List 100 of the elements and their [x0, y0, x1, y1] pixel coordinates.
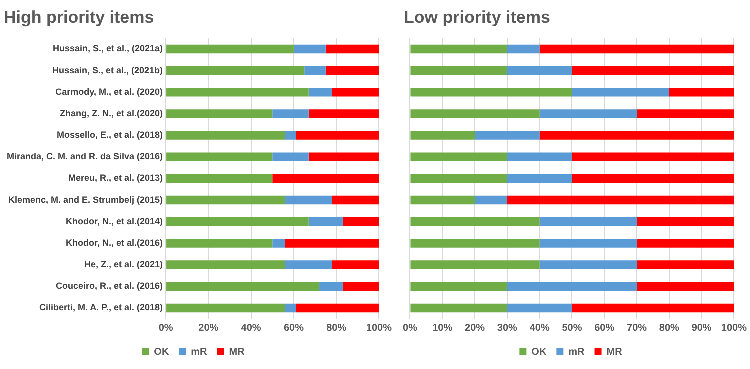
bar — [507, 174, 572, 184]
bar — [166, 44, 294, 54]
bar — [342, 218, 380, 226]
bar — [166, 131, 286, 140]
bar — [507, 44, 540, 54]
y-tick-label: Miranda, C. M. and R. da Silva (2016) — [6, 152, 164, 162]
bar — [166, 152, 273, 162]
bar — [166, 239, 273, 248]
x-tick-label: 80% — [659, 322, 680, 334]
bar — [308, 152, 380, 162]
y-tick-label: Carmody, M., et al. (2020) — [56, 86, 164, 97]
bar — [308, 110, 380, 118]
bar — [572, 152, 734, 162]
bar — [540, 110, 638, 118]
bar — [285, 260, 332, 270]
y-tick-label: Couceiro, R., et al. (2016) — [56, 281, 164, 292]
bar — [166, 66, 305, 76]
x-tick-label: 100% — [366, 322, 392, 334]
x-tick-label: 10% — [432, 322, 453, 334]
bar — [637, 239, 734, 248]
bar — [304, 66, 326, 76]
bar — [637, 260, 734, 270]
bar — [410, 110, 540, 118]
bar — [475, 196, 508, 205]
bar — [572, 174, 734, 184]
bar — [410, 260, 540, 270]
bar — [166, 88, 309, 97]
bar — [326, 66, 380, 76]
x-tick-label: 40% — [530, 322, 550, 334]
legend-label: OK — [154, 346, 170, 358]
x-tick-label: 100% — [721, 322, 748, 334]
y-tick-label: Klemenc, M. and E. Strumbelj (2015) — [8, 194, 164, 205]
x-tick-label: 20% — [198, 322, 219, 334]
bar — [572, 88, 670, 97]
bar — [410, 196, 476, 205]
bar — [272, 174, 380, 184]
y-tick-label: Mereu, R., et al. (2013) — [68, 173, 164, 184]
bar — [272, 152, 309, 162]
bar — [669, 88, 734, 97]
bar — [540, 131, 734, 140]
chart-title: High priority items — [4, 8, 154, 27]
x-tick-label: 0% — [403, 322, 418, 334]
bar — [507, 282, 638, 291]
bar — [410, 131, 476, 140]
y-tick-label: Khodor, N., et al.(2014) — [66, 216, 164, 226]
bar — [285, 131, 296, 140]
bar — [572, 66, 734, 76]
bar — [166, 304, 286, 313]
x-tick-label: 20% — [465, 322, 486, 334]
legend-label: mR — [191, 346, 208, 358]
x-tick-label: 90% — [692, 322, 712, 334]
x-tick-label: 40% — [241, 322, 262, 334]
bar — [475, 131, 540, 140]
bar — [637, 218, 734, 226]
bar — [332, 88, 380, 97]
bar — [410, 282, 508, 291]
x-tick-label: 50% — [562, 322, 582, 334]
bar — [507, 66, 572, 76]
bar — [166, 110, 273, 118]
bar — [410, 304, 508, 313]
bar — [410, 66, 508, 76]
bar — [272, 110, 309, 118]
bar — [296, 304, 380, 313]
x-tick-label: 0% — [158, 322, 174, 334]
x-tick-label: 60% — [594, 322, 615, 334]
bar — [637, 110, 734, 118]
bar — [342, 282, 380, 291]
bar — [507, 196, 734, 205]
y-tick-label: He, Z., et al. (2021) — [84, 260, 164, 270]
bar — [326, 44, 380, 54]
legend-label: MR — [229, 346, 246, 358]
bar — [166, 282, 320, 291]
x-tick-label: 80% — [326, 322, 347, 334]
x-tick-label: 70% — [627, 322, 648, 334]
bar — [285, 196, 332, 205]
bar — [332, 260, 380, 270]
bar — [637, 282, 734, 291]
y-tick-label: Hussain, S., et al., (2021a) — [52, 44, 164, 54]
bar — [507, 152, 572, 162]
bar — [410, 152, 508, 162]
bar — [572, 304, 734, 313]
bar — [308, 88, 332, 97]
bar — [410, 239, 540, 248]
y-tick-label: Khodor, N., et al.(2016) — [66, 238, 164, 248]
y-tick-label: Zhang, Z. N., et al.(2020) — [60, 108, 164, 118]
bar — [285, 239, 380, 248]
legend-label: mR — [568, 346, 586, 358]
x-tick-label: 30% — [497, 322, 518, 334]
y-tick-label: Ciliberti, M. A. P., et al. (2018) — [39, 302, 164, 313]
bar — [540, 218, 638, 226]
bar — [294, 44, 326, 54]
legend-label: OK — [532, 346, 548, 358]
bar — [410, 174, 508, 184]
bar — [272, 239, 286, 248]
bar — [166, 174, 273, 184]
bar — [166, 260, 286, 270]
bar — [540, 44, 734, 54]
bar — [410, 218, 540, 226]
bar — [332, 196, 380, 205]
bar — [320, 282, 343, 291]
